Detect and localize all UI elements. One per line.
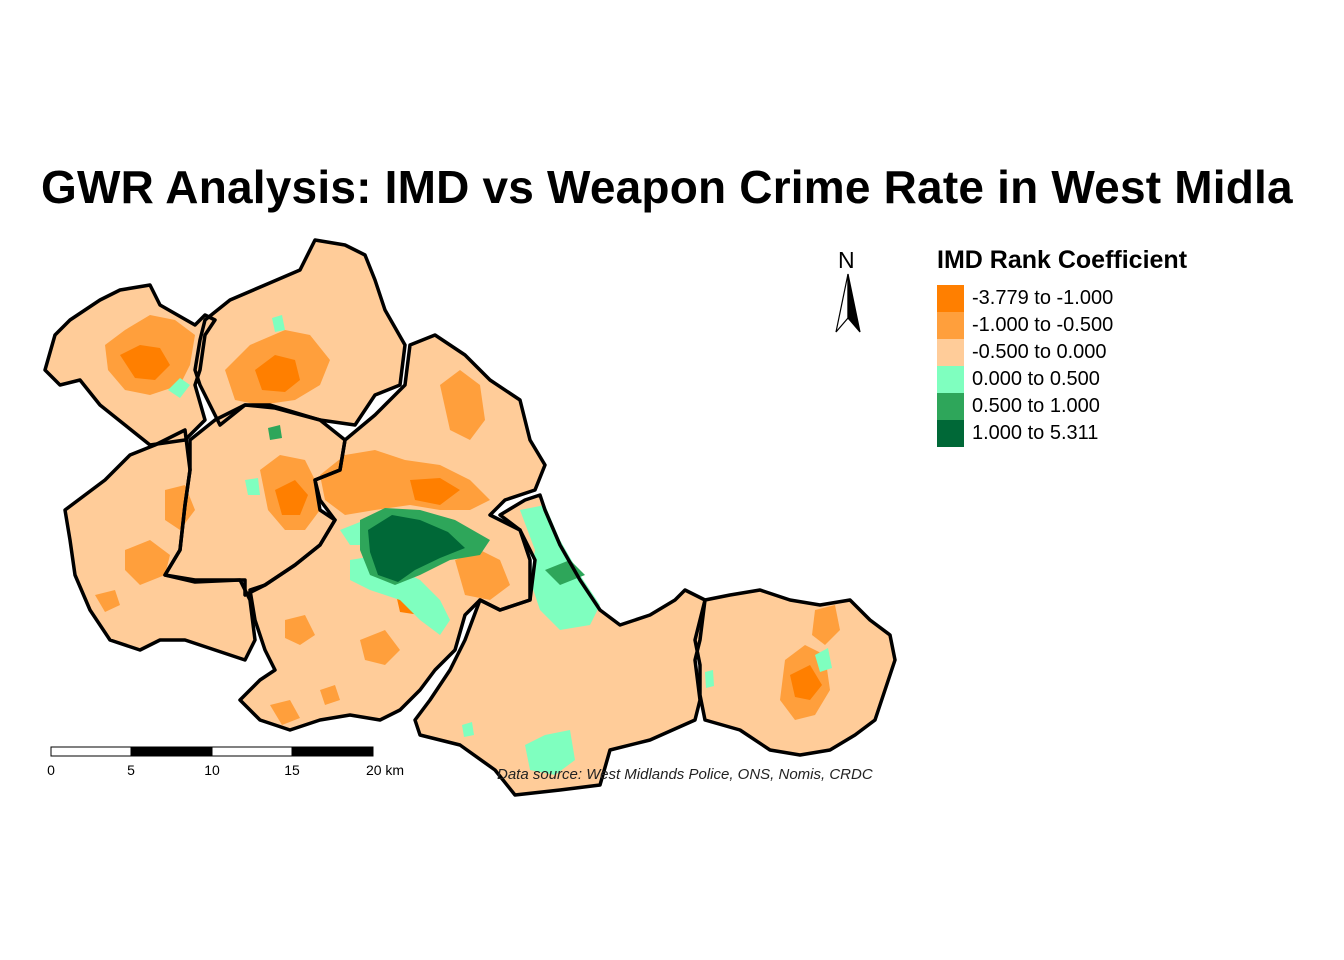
area-bham-sw3 (270, 700, 300, 725)
legend-item: 1.000 to 5.311 (937, 420, 1187, 447)
legend-label: 1.000 to 5.311 (972, 422, 1099, 444)
scale-tick-10: 10 (204, 762, 220, 778)
area-bham-band-hot (410, 478, 460, 505)
legend-label: -1.000 to -0.500 (972, 314, 1114, 336)
scale-tick-5: 5 (127, 762, 135, 778)
area-bham-sw1 (285, 615, 315, 645)
area-green-central-core (368, 515, 465, 582)
area-coventry-hot (790, 665, 822, 700)
negative-coefficient-areas (95, 315, 840, 725)
legend-label: 0.500 to 1.000 (972, 395, 1100, 417)
area-bham-sw2 (360, 630, 400, 665)
legend-label: -3.779 to -1.000 (972, 287, 1114, 309)
legend-item: -1.000 to -0.500 (937, 312, 1187, 339)
area-green-sandwell-dk (268, 425, 282, 440)
legend-swatch (937, 420, 964, 447)
data-source-note: Data source: West Midlands Police, ONS, … (497, 766, 873, 783)
positive-coefficient-areas (168, 315, 832, 775)
scale-bar (50, 746, 374, 757)
area-dudley-1 (125, 540, 170, 585)
area-green-cov (815, 648, 832, 672)
area-walsall-hot (255, 355, 300, 392)
district-borders (43, 238, 897, 797)
legend-item: -0.500 to 0.000 (937, 339, 1187, 366)
area-wolverhampton-hot (120, 345, 170, 380)
legend-swatch (937, 393, 964, 420)
area-green-solihull (525, 730, 575, 775)
legend-label: 0.000 to 0.500 (972, 368, 1100, 390)
area-coventry-north (812, 605, 840, 645)
area-green-solihull2 (462, 722, 474, 737)
scale-tick-0: 0 (47, 762, 55, 778)
map-title: GWR Analysis: IMD vs Weapon Crime Rate i… (41, 161, 1293, 213)
area-green-wolv (168, 378, 190, 398)
area-bham-south (455, 550, 510, 600)
area-bham-north (440, 370, 485, 440)
legend-title: IMD Rank Coefficient (937, 246, 1188, 274)
legend-swatch (937, 285, 964, 312)
area-green-sandwell (245, 478, 260, 495)
area-dudley-3 (95, 590, 120, 612)
legend: IMD Rank Coefficient -3.779 to -1.000 -1… (937, 246, 1187, 447)
legend-item: 0.500 to 1.000 (937, 393, 1187, 420)
north-label: N (838, 247, 855, 273)
area-bham-sw4 (320, 685, 340, 705)
legend-swatch (937, 339, 964, 366)
district-sandwell (165, 405, 345, 595)
legend-swatch (937, 312, 964, 339)
legend-swatch (937, 366, 964, 393)
legend-item: -3.779 to -1.000 (937, 285, 1187, 312)
district-solihull (415, 495, 705, 795)
legend-item: 0.000 to 0.500 (937, 366, 1187, 393)
area-green-cov2 (705, 670, 714, 688)
area-green-east-dk (545, 560, 585, 585)
scale-tick-20: 20 km (365, 762, 405, 778)
scale-tick-15: 15 (284, 762, 300, 778)
legend-label: -0.500 to 0.000 (972, 341, 1107, 363)
area-green-walsall (272, 315, 285, 332)
area-sandwell-hot (275, 480, 308, 515)
north-arrow-icon (835, 273, 861, 333)
